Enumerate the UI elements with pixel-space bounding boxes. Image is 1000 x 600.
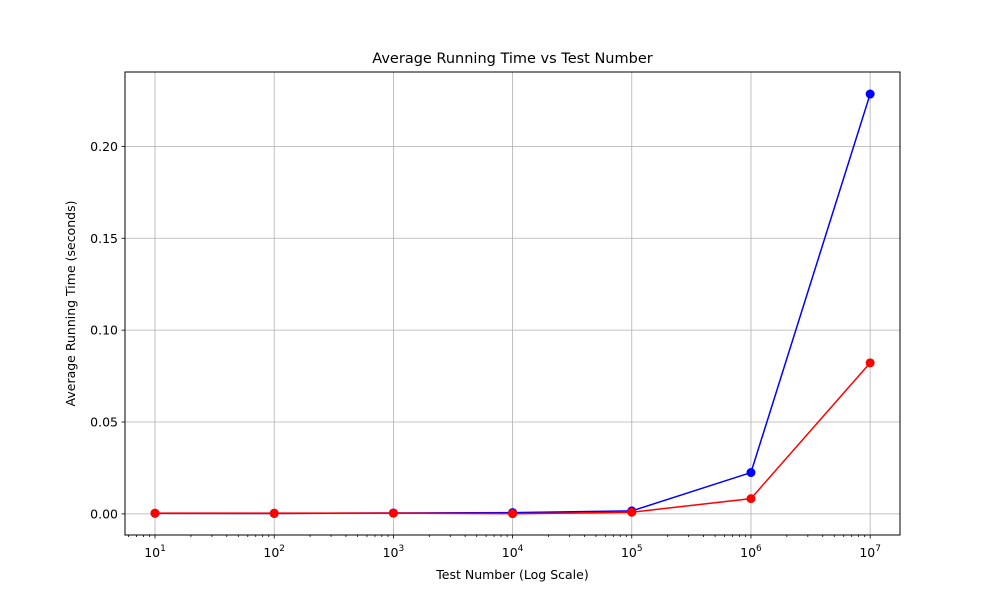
- series-1-point: [508, 509, 518, 519]
- series-0-point: [865, 89, 875, 99]
- x-axis: 101 102 103 104 105 106 107: [128, 535, 881, 560]
- series-1-point: [388, 508, 398, 518]
- series-1-point: [865, 358, 875, 368]
- x-tick-label: 104: [502, 544, 524, 560]
- series-0-point: [746, 468, 756, 478]
- x-axis-label: Test Number (Log Scale): [435, 567, 588, 582]
- y-axis-label: Average Running Time (seconds): [63, 201, 78, 407]
- series-1-point: [150, 508, 160, 518]
- y-tick-label: 0.10: [90, 323, 118, 338]
- x-tick-label: 102: [263, 544, 285, 560]
- x-tick-label: 101: [144, 544, 166, 560]
- y-tick-label: 0.15: [90, 231, 118, 246]
- series-1-point: [269, 508, 279, 518]
- y-axis: 0.00 0.05 0.10 0.15 0.20: [90, 139, 125, 521]
- y-tick-label: 0.05: [90, 415, 118, 430]
- x-tick-label: 103: [383, 544, 405, 560]
- y-tick-label: 0.00: [90, 506, 118, 521]
- chart-title: Average Running Time vs Test Number: [372, 51, 652, 67]
- x-tick-label: 105: [621, 544, 643, 560]
- y-tick-label: 0.20: [90, 139, 118, 154]
- x-tick-label: 106: [740, 544, 762, 560]
- series-layer: [150, 89, 875, 519]
- series-1-point: [627, 507, 637, 517]
- x-tick-label: 107: [859, 544, 881, 560]
- series-1-point: [746, 494, 756, 504]
